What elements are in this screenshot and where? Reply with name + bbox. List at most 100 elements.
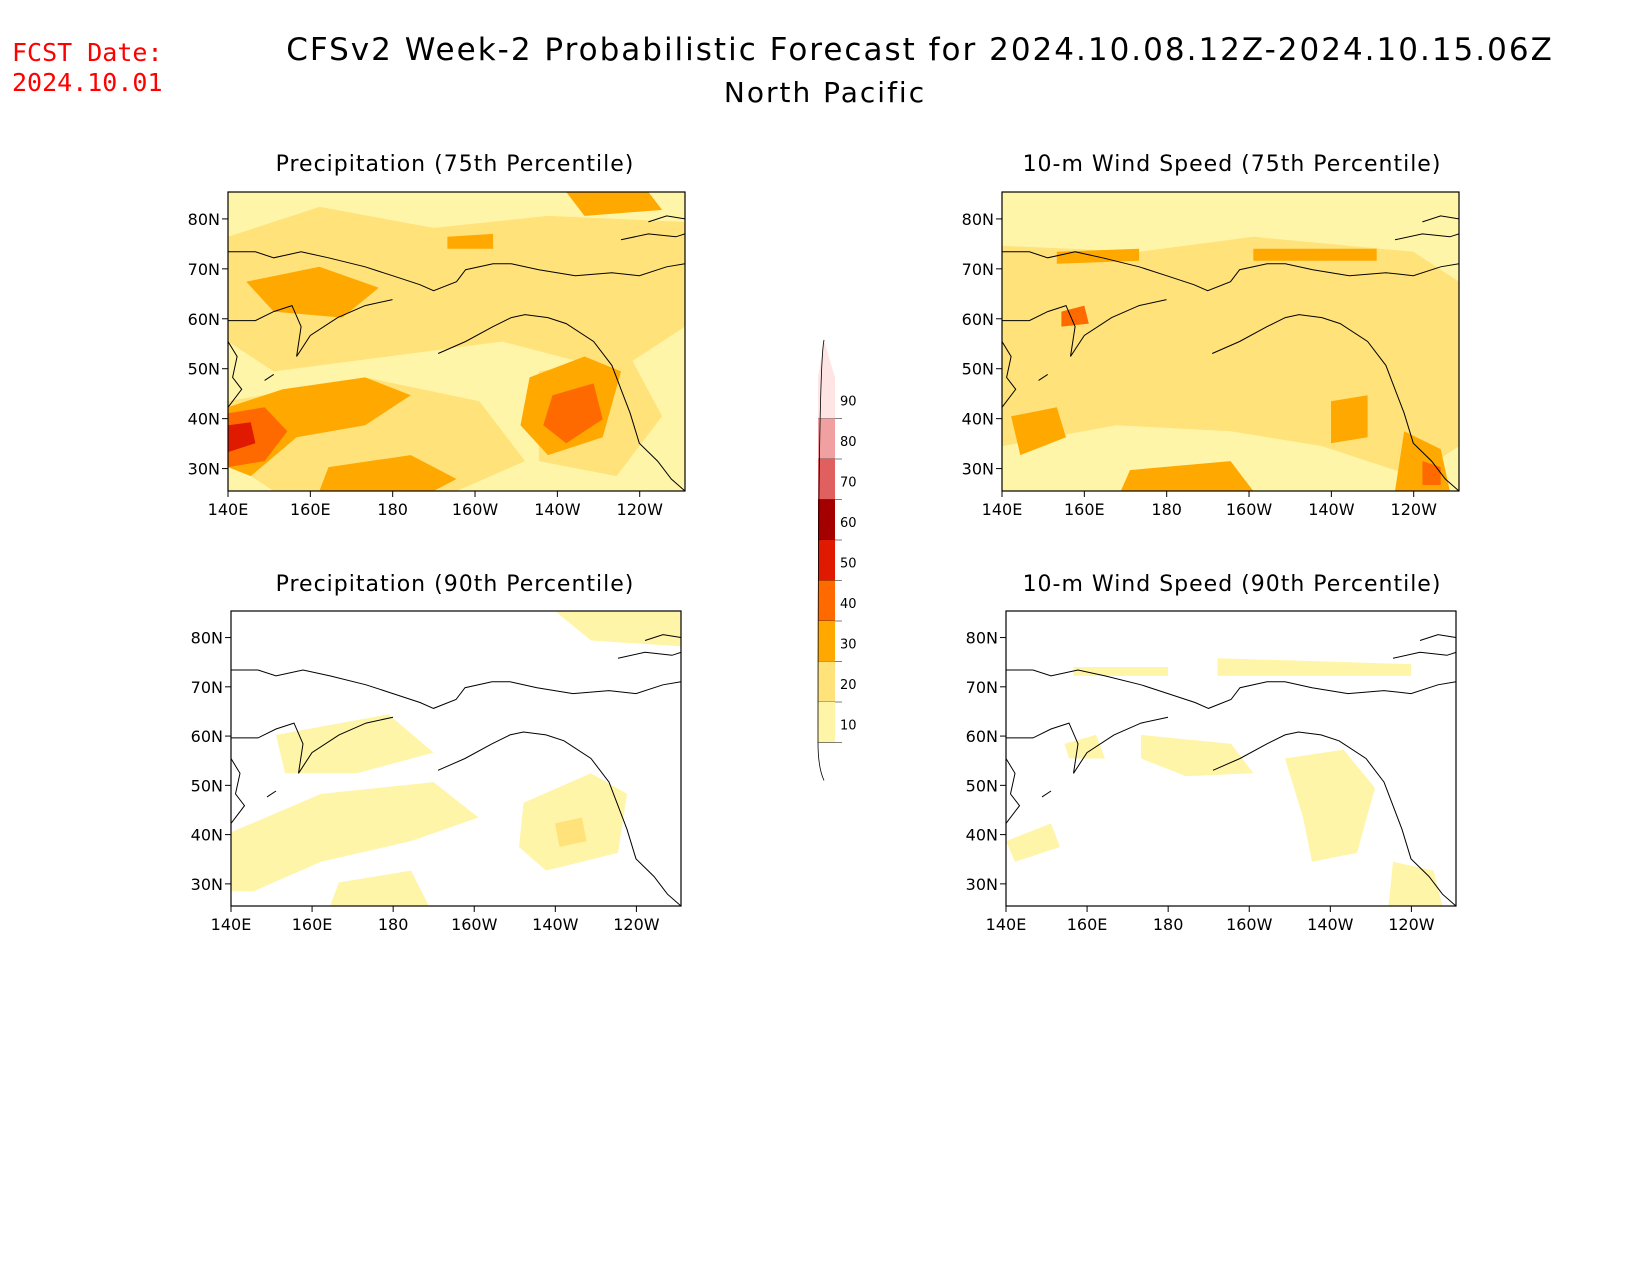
- y-tick-label: 30N: [191, 875, 223, 894]
- colorbar-segment: [818, 702, 835, 743]
- probability-contour-c10: [555, 611, 681, 647]
- coastline: [264, 373, 274, 381]
- map-panel-p90: 140E 160E 180 160W 140W 120W 80N 70N 60N 50N 40N 30…: [191, 610, 682, 934]
- map-frame: [230, 610, 682, 907]
- x-tick-label: 140W: [1307, 915, 1354, 934]
- x-tick-label: 120W: [1391, 500, 1438, 519]
- probability-contour-c30: [228, 377, 411, 477]
- coastline: [228, 299, 393, 357]
- colorbar-label: 50: [840, 557, 857, 572]
- coastline: [231, 669, 681, 709]
- colorbar-edge: [817, 339, 825, 743]
- coastline: [1002, 251, 1459, 292]
- y-tick-label: 50N: [191, 776, 223, 795]
- x-tick-label: 160W: [451, 915, 498, 934]
- probability-contour-c40: [543, 383, 603, 444]
- coastline: [1211, 314, 1459, 491]
- x-tick-label: 120W: [617, 500, 664, 519]
- x-tick-label: 140E: [211, 915, 252, 934]
- colorbar-label: 20: [840, 678, 857, 693]
- x-tick-label: 140E: [208, 500, 249, 519]
- page-subtitle: North Pacific: [723, 76, 927, 109]
- fcst-date-block: FCST Date: 2024.10.01: [12, 38, 163, 98]
- y-tick-label: 60N: [962, 310, 994, 329]
- probability-contour-c40: [228, 407, 288, 468]
- y-tick-label: 70N: [966, 678, 998, 697]
- colorbar-label: 80: [840, 435, 857, 450]
- y-tick-label: 30N: [188, 460, 220, 479]
- x-tick-label: 180: [1153, 915, 1184, 934]
- coastline: [1006, 669, 1456, 709]
- y-tick-label: 60N: [188, 310, 220, 329]
- probability-contour-c10: [1064, 734, 1105, 759]
- probability-contour-c10: [1006, 823, 1060, 862]
- colorbar-segment: [818, 661, 835, 702]
- x-tick-label: 160W: [1226, 500, 1273, 519]
- colorbar-label: 10: [840, 719, 857, 734]
- x-tick-label: 140W: [1308, 500, 1355, 519]
- coastline: [648, 215, 685, 223]
- colorbar: 90 80 70 60 50 40 30 20 10: [817, 339, 857, 781]
- y-tick-label: 80N: [191, 629, 223, 648]
- probability-contour-c10: [276, 714, 434, 774]
- map-panel-w75: 140E 160E 180 160W 140W 120W 80N 70N 60N 50N 40N 30…: [962, 191, 1460, 519]
- coastline: [231, 716, 394, 774]
- map-field: [1006, 611, 1456, 906]
- y-tick-label: 40N: [188, 410, 220, 429]
- fcst-date-value: 2024.10.01: [12, 68, 163, 97]
- coastline: [1002, 341, 1017, 408]
- y-tick-label: 40N: [191, 826, 223, 845]
- probability-contour-c30: [1331, 395, 1368, 444]
- coastline: [1394, 233, 1459, 241]
- y-tick-label: 80N: [962, 210, 994, 229]
- map-frame: [1005, 610, 1457, 907]
- x-tick-label: 140W: [532, 915, 579, 934]
- x-tick-label: 160E: [290, 500, 331, 519]
- coastline: [1212, 731, 1456, 906]
- colorbar-segment: [818, 459, 835, 500]
- x-tick-label: 180: [378, 915, 409, 934]
- coastline: [1006, 758, 1021, 824]
- probability-contour-c30: [1253, 248, 1377, 261]
- colorbar-segment: [818, 418, 835, 459]
- x-tick-label: 180: [377, 500, 408, 519]
- panel-title-precip-75: Precipitation (75th Percentile): [275, 152, 635, 177]
- x-tick-label: 140W: [534, 500, 581, 519]
- panel-title-wind-90: 10-m Wind Speed (90th Percentile): [1022, 572, 1442, 597]
- coastline: [437, 314, 685, 491]
- coastline: [228, 251, 685, 292]
- page-title: CFSv2 Week-2 Probabilistic Forecast for …: [286, 32, 1554, 68]
- y-tick-label: 50N: [188, 360, 220, 379]
- coastline: [1002, 299, 1167, 357]
- colorbar-label: 60: [840, 516, 857, 531]
- probability-contour-c30: [566, 192, 663, 216]
- map-panel-p75: 140E 160E 180 160W 140W 120W 80N 70N 60N 50N 40N 30…: [188, 191, 686, 519]
- probability-contour-c20: [228, 206, 685, 372]
- map-frame: [1001, 191, 1460, 492]
- panel-title-precip-90: Precipitation (90th Percentile): [275, 572, 635, 597]
- y-tick-label: 80N: [966, 629, 998, 648]
- coastline: [1392, 651, 1456, 659]
- probability-contour-c30: [447, 233, 494, 249]
- probability-contour-c10: [1217, 658, 1411, 676]
- panel-title-wind-75: 10-m Wind Speed (75th Percentile): [1022, 152, 1442, 177]
- y-tick-label: 70N: [188, 260, 220, 279]
- colorbar-segment: [818, 621, 835, 662]
- x-tick-label: 140E: [986, 915, 1027, 934]
- y-tick-label: 70N: [191, 678, 223, 697]
- coastline: [617, 651, 681, 659]
- coastline: [1422, 215, 1459, 223]
- x-tick-label: 160W: [452, 500, 499, 519]
- y-tick-label: 50N: [966, 776, 998, 795]
- y-tick-label: 50N: [962, 360, 994, 379]
- colorbar-label: 30: [840, 638, 857, 653]
- probability-contour-c10: [231, 782, 479, 892]
- probability-contour-c10: [330, 870, 429, 906]
- fcst-date-label: FCST Date:: [12, 38, 163, 67]
- probability-contour-c20: [555, 817, 587, 847]
- x-tick-label: 160E: [1064, 500, 1105, 519]
- x-tick-label: 160E: [292, 915, 333, 934]
- probability-contour-c30: [1011, 407, 1066, 456]
- coastline: [1038, 373, 1048, 381]
- probability-contour-c30: [319, 455, 457, 491]
